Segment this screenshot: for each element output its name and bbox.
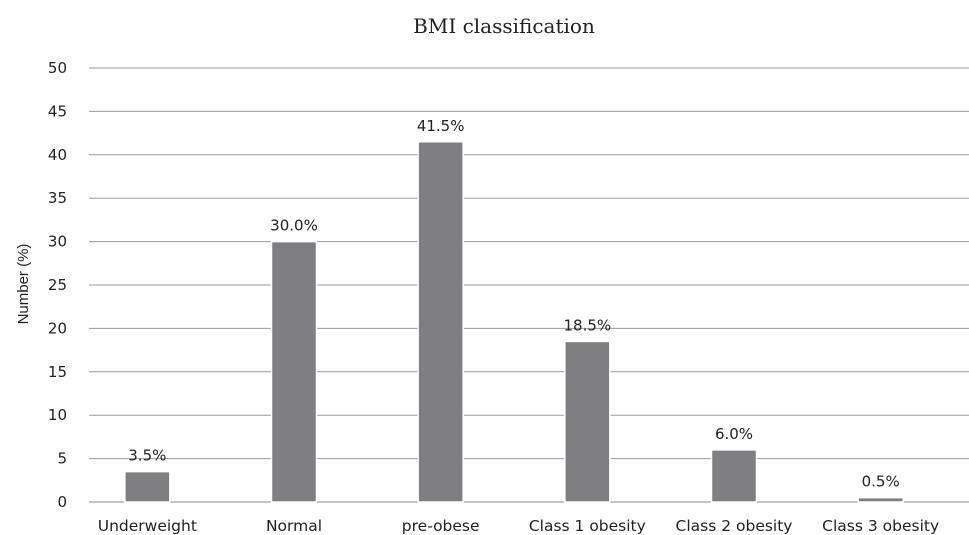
x-axis-categories: Underweight Normal pre-obese Class 1 obesit… — [98, 517, 939, 535]
chart-title: BMI classification — [413, 14, 595, 38]
gridlines — [89, 67, 969, 503]
y-tick-label: 15 — [48, 363, 67, 381]
bar — [270, 240, 318, 503]
y-tick-label: 0 — [57, 493, 67, 511]
y-axis-label: Number (%) — [15, 244, 32, 325]
bar — [857, 496, 904, 503]
x-category-label: Class 1 obesity — [529, 517, 646, 535]
data-labels: 3.5% 30.0% 41.5% 18.5% 6.0% 0.5% — [128, 117, 899, 491]
y-tick-label: 5 — [57, 450, 67, 468]
bars — [124, 141, 904, 503]
bar — [124, 470, 171, 503]
bar — [710, 449, 758, 503]
data-label: 18.5% — [564, 316, 612, 334]
bar — [564, 340, 611, 503]
x-category-label: Class 3 obesity — [822, 517, 939, 535]
y-tick-label: 20 — [48, 319, 67, 337]
y-tick-label: 25 — [48, 276, 67, 294]
y-axis-ticks: 0 5 10 15 20 25 30 35 40 45 50 — [48, 59, 67, 511]
y-tick-label: 50 — [48, 59, 67, 77]
y-tick-label: 45 — [48, 102, 67, 120]
x-category-label: Normal — [266, 517, 322, 535]
data-label: 0.5% — [862, 473, 900, 491]
data-label: 41.5% — [417, 117, 465, 135]
x-category-label: pre-obese — [402, 517, 480, 535]
y-tick-label: 10 — [48, 406, 67, 424]
y-tick-label: 35 — [48, 189, 67, 207]
data-label: 6.0% — [715, 425, 753, 443]
x-category-label: Underweight — [98, 517, 197, 535]
x-category-label: Class 2 obesity — [676, 517, 793, 535]
bar — [417, 141, 464, 503]
data-label: 30.0% — [270, 217, 318, 235]
y-tick-label: 30 — [48, 233, 67, 251]
data-label: 3.5% — [128, 447, 166, 465]
y-tick-label: 40 — [48, 146, 67, 164]
